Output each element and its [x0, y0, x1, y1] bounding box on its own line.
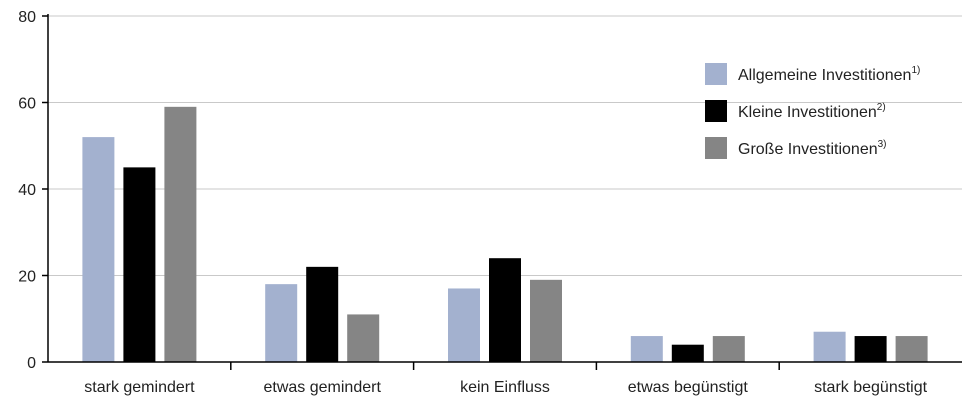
bar: [530, 279, 562, 362]
bar: [813, 331, 846, 362]
legend-label: Große Investitionen3): [738, 139, 887, 158]
bar: [347, 314, 380, 362]
bar: [265, 284, 298, 362]
legend-label: Allgemeine Investitionen1): [738, 65, 920, 84]
bar: [123, 167, 156, 362]
axes: [42, 14, 962, 370]
x-category-labels: stark gemindert etwas gemindert kein Einfl…: [84, 379, 927, 396]
x-category-label: stark gemindert: [84, 379, 195, 396]
bar: [164, 106, 197, 362]
legend-swatch: [705, 63, 727, 85]
y-tick-labels: 0 20 40 60 80: [18, 9, 36, 372]
bar: [82, 137, 115, 362]
y-tick-label: 20: [18, 269, 36, 286]
x-category-label: etwas gemindert: [264, 379, 382, 396]
bar: [489, 258, 521, 362]
y-tick-label: 0: [27, 355, 36, 372]
legend: Allgemeine Investitionen1) Kleine Investi…: [705, 63, 920, 159]
x-category-label: etwas begünstigt: [628, 379, 749, 396]
legend-swatch: [705, 100, 727, 122]
x-category-label: stark begünstigt: [814, 379, 928, 396]
y-tick-label: 40: [18, 182, 36, 199]
bars: [82, 106, 928, 362]
bar: [306, 266, 339, 362]
bar: [854, 336, 887, 362]
bar: [671, 344, 704, 362]
bar: [630, 336, 663, 362]
legend-label: Kleine Investitionen2): [738, 102, 886, 121]
x-category-label: kein Einfluss: [460, 379, 550, 396]
bar: [448, 288, 480, 362]
bar: [895, 336, 928, 362]
y-tick-label: 80: [18, 9, 36, 26]
y-tick-label: 60: [18, 96, 36, 113]
legend-swatch: [705, 137, 727, 159]
bar: [712, 336, 745, 362]
